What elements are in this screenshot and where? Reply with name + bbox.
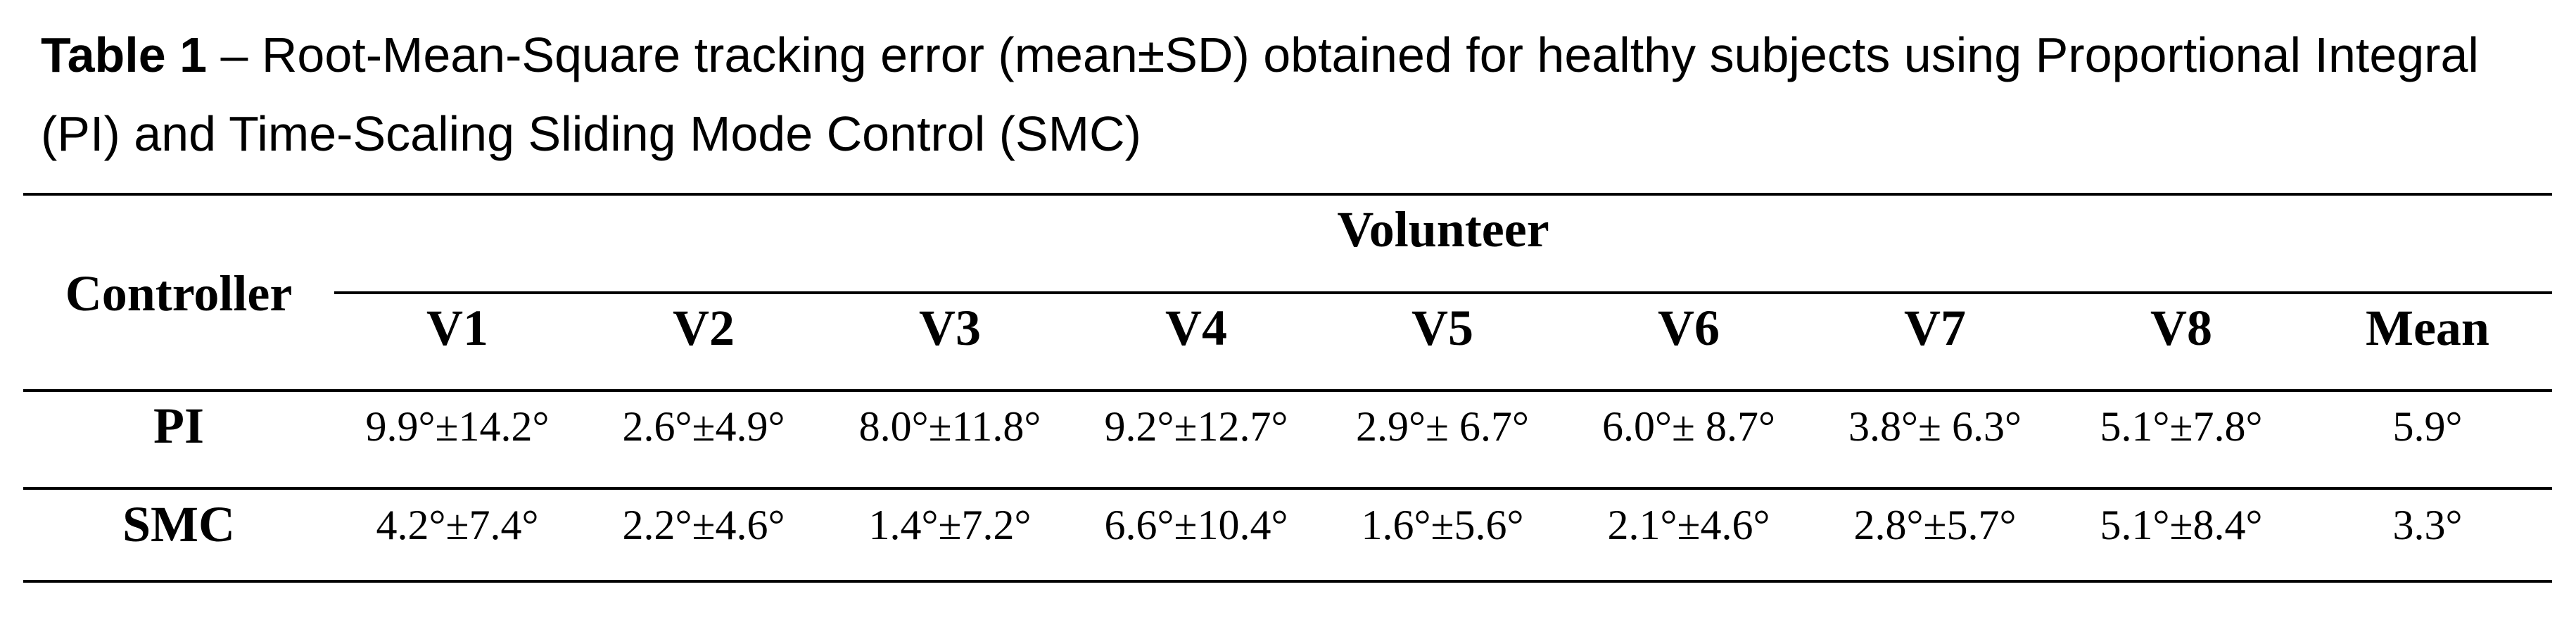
column-header-mean: Mean: [2366, 300, 2489, 356]
table-cell: 2.6°±4.9°: [622, 403, 785, 450]
table-cell: 6.0°± 8.7°: [1602, 403, 1775, 450]
table-cell: 2.8°±5.7°: [1853, 502, 2017, 548]
table-caption-label: Table 1: [41, 27, 208, 82]
table-cell: 4.2°±7.4°: [376, 502, 539, 548]
table-cell-mean: 5.9°: [2392, 403, 2463, 450]
table-top-rule: [23, 193, 2552, 196]
table-cell: 1.4°±7.2°: [868, 502, 1032, 548]
column-header-v6: V6: [1658, 300, 1720, 356]
table-caption: Table 1 – Root-Mean-Square tracking erro…: [41, 15, 2546, 173]
row-separator-rule: [23, 487, 2552, 490]
table-cell: 2.1°±4.6°: [1607, 502, 1770, 548]
table-cell: 8.0°±11.8°: [858, 403, 1041, 450]
table-cell: 3.8°± 6.3°: [1848, 403, 2022, 450]
column-header-v4: V4: [1165, 300, 1227, 356]
column-group-header-volunteer: Volunteer: [1337, 201, 1549, 258]
table-cell: 5.1°±7.8°: [2100, 403, 2263, 450]
table-cell: 9.9°±14.2°: [365, 403, 550, 450]
table-cell-mean: 3.3°: [2392, 502, 2463, 548]
row-label-smc: SMC: [122, 496, 235, 552]
header-bottom-rule: [23, 389, 2552, 392]
column-header-v3: V3: [919, 300, 981, 356]
table-caption-text: – Root-Mean-Square tracking error (mean±…: [41, 27, 2479, 161]
table-cell: 5.1°±8.4°: [2100, 502, 2263, 548]
table-cell: 6.6°±10.4°: [1104, 502, 1288, 548]
column-header-v8: V8: [2150, 300, 2212, 356]
table-cell: 2.9°± 6.7°: [1356, 403, 1529, 450]
column-header-v5: V5: [1411, 300, 1473, 356]
column-header-controller: Controller: [65, 265, 293, 322]
column-header-v1: V1: [426, 300, 488, 356]
volunteer-group-rule: [334, 291, 2552, 294]
column-header-v7: V7: [1904, 300, 1966, 356]
table-bottom-rule: [23, 580, 2552, 583]
table-cell: 2.2°±4.6°: [622, 502, 785, 548]
table-cell: 1.6°±5.6°: [1361, 502, 1524, 548]
row-label-pi: PI: [153, 398, 204, 454]
column-header-v2: V2: [673, 300, 735, 356]
table-cell: 9.2°±12.7°: [1104, 403, 1288, 450]
